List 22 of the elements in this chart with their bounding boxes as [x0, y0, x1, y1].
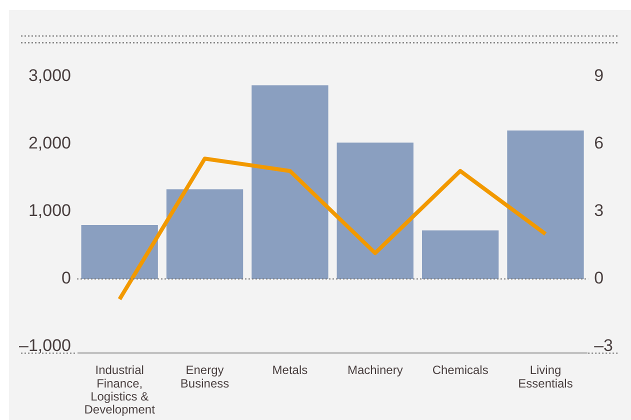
y-tick-label: 0	[62, 268, 71, 288]
x-tick-label: Energy Business	[180, 363, 230, 390]
x-tick-label: Living Essentials	[518, 363, 573, 390]
y2-tick-label: 0	[594, 268, 604, 288]
bar	[166, 189, 244, 279]
bar	[252, 85, 328, 279]
bar	[336, 142, 414, 279]
bar	[81, 224, 158, 279]
x-tick-label: Chemicals	[432, 363, 488, 378]
y-tick-label: 2,000	[28, 134, 71, 153]
x-tick-label: Industrial Finance, Logistics & Development	[84, 363, 156, 417]
bar	[507, 130, 584, 279]
y2-tick-label: 9	[594, 66, 604, 86]
y2-tick-label: 3	[594, 201, 604, 220]
bar	[422, 230, 499, 279]
y-tick-label: –1,000	[18, 336, 71, 356]
x-tick-label: Machinery	[347, 363, 403, 378]
y-tick-label: 3,000	[28, 66, 71, 86]
y2-tick-label: –3	[594, 336, 614, 356]
y2-tick-label: 6	[594, 134, 604, 153]
y-tick-label: 1,000	[28, 201, 71, 220]
x-tick-label: Metals	[272, 363, 308, 378]
